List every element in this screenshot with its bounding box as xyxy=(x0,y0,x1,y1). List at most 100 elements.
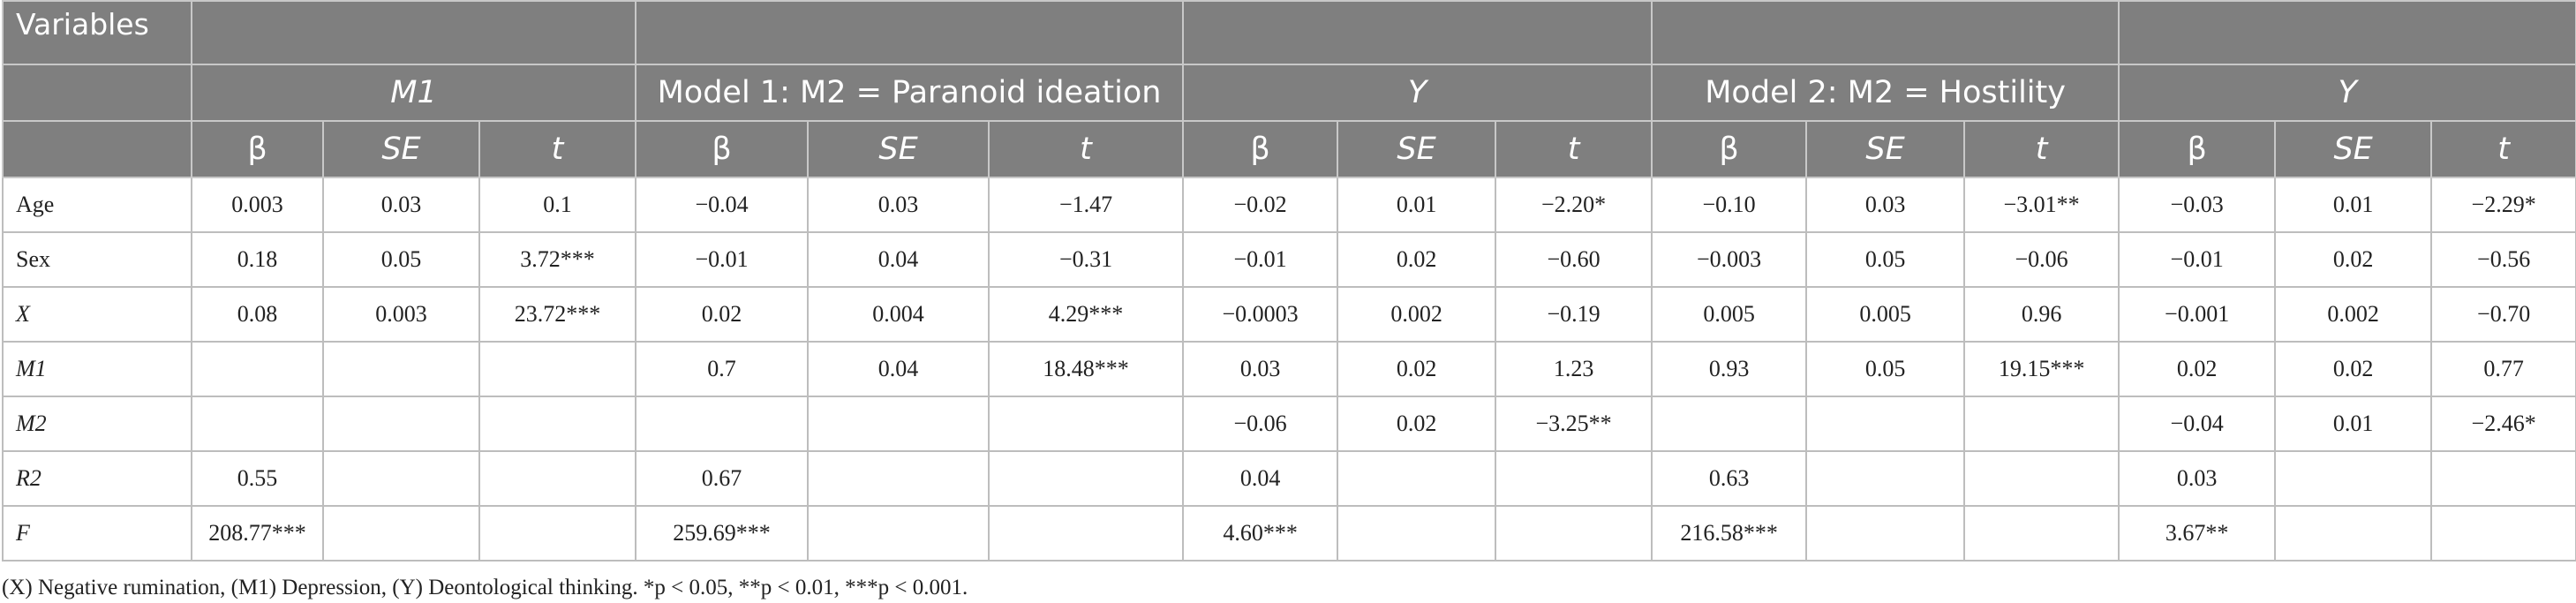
table-cell: 0.003 xyxy=(191,177,324,233)
table-cell xyxy=(191,341,324,397)
column-header: β xyxy=(2118,120,2277,178)
table-cell: −0.60 xyxy=(1495,231,1653,288)
table-cell xyxy=(2274,505,2433,562)
table-cell xyxy=(807,396,990,452)
table-cell: −0.19 xyxy=(1495,286,1653,343)
table-cell xyxy=(478,341,637,397)
table-cell: −0.06 xyxy=(1963,231,2120,288)
table-cell: 23.72*** xyxy=(478,286,637,343)
header-cell xyxy=(2118,0,2576,65)
header-row: M1 Model 1: M2 = Paranoid ideation Y Model … xyxy=(2,64,2576,122)
header-cell xyxy=(2,64,192,122)
table-cell: 0.05 xyxy=(322,231,480,288)
table-cell xyxy=(2430,505,2576,562)
column-header: β xyxy=(1182,120,1339,178)
group-header: Model 1: M2 = Paranoid ideation xyxy=(635,64,1185,122)
table-cell: 19.15*** xyxy=(1963,341,2120,397)
column-header: SE xyxy=(807,120,990,178)
table-row: M1 0.7 0.04 18.48*** 0.03 0.02 1.23 0.93 0.05 19.… xyxy=(2,341,2576,397)
table-cell: 0.003 xyxy=(322,286,480,343)
row-label: R2 xyxy=(2,450,192,507)
table-cell xyxy=(1495,505,1653,562)
table-cell: 0.02 xyxy=(1337,396,1497,452)
column-header: t xyxy=(2430,120,2576,178)
table-cell: 0.18 xyxy=(191,231,324,288)
table-row: Sex 0.18 0.05 3.72*** −0.01 0.04 −0.31 −0.01 0.0… xyxy=(2,231,2576,288)
table-cell xyxy=(322,505,480,562)
table-cell: 0.02 xyxy=(1337,341,1497,397)
table-cell: −0.003 xyxy=(1651,231,1808,288)
table-cell: 4.29*** xyxy=(988,286,1185,343)
table-cell: 0.05 xyxy=(1805,341,1966,397)
table-row: F 208.77*** 259.69*** 4.60*** 216.58*** 3.67*… xyxy=(2,505,2576,562)
row-label: Sex xyxy=(2,231,192,288)
table-cell: 0.93 xyxy=(1651,341,1808,397)
table-cell: 0.01 xyxy=(2274,396,2433,452)
column-header: SE xyxy=(1805,120,1966,178)
table-cell: 0.03 xyxy=(1182,341,1339,397)
table-cell: 0.67 xyxy=(635,450,810,507)
table-cell xyxy=(478,450,637,507)
table-cell: 0.002 xyxy=(1337,286,1497,343)
results-table: Variables M1 Model 1: M2 = Paranoid ideati… xyxy=(2,0,2576,562)
table-cell: 259.69*** xyxy=(635,505,810,562)
table-cell: 1.23 xyxy=(1495,341,1653,397)
table-cell: 0.02 xyxy=(2274,231,2433,288)
header-cell xyxy=(2,120,192,178)
table-cell: 0.08 xyxy=(191,286,324,343)
table-cell: 0.63 xyxy=(1651,450,1808,507)
table-cell xyxy=(2274,450,2433,507)
table-cell: 0.002 xyxy=(2274,286,2433,343)
header-cell xyxy=(1182,0,1653,65)
table-cell xyxy=(322,450,480,507)
table-cell: 208.77*** xyxy=(191,505,324,562)
group-header: Y xyxy=(2118,64,2576,122)
table-cell: 4.60*** xyxy=(1182,505,1339,562)
table-cell: −0.70 xyxy=(2430,286,2576,343)
table-cell: 0.04 xyxy=(1182,450,1339,507)
table-cell xyxy=(1963,396,2120,452)
table-cell: −0.03 xyxy=(2118,177,2277,233)
table-cell xyxy=(322,341,480,397)
table-cell xyxy=(322,396,480,452)
table-cell: −0.02 xyxy=(1182,177,1339,233)
column-header: t xyxy=(988,120,1185,178)
table-cell: −3.25** xyxy=(1495,396,1653,452)
table-cell xyxy=(807,450,990,507)
header-cell xyxy=(1651,0,2120,65)
table-cell xyxy=(988,505,1185,562)
column-header: t xyxy=(1495,120,1653,178)
table-cell: 0.01 xyxy=(2274,177,2433,233)
row-label: X xyxy=(2,286,192,343)
table-cell: 216.58*** xyxy=(1651,505,1808,562)
table-cell xyxy=(988,396,1185,452)
table-cell: −3.01** xyxy=(1963,177,2120,233)
header-cell xyxy=(190,0,637,65)
header-cell: Variables xyxy=(2,0,192,65)
table-cell xyxy=(635,396,810,452)
table-cell: −0.31 xyxy=(988,231,1185,288)
table-cell: −0.01 xyxy=(2118,231,2277,288)
table-cell xyxy=(988,450,1185,507)
group-header: Y xyxy=(1182,64,1653,122)
table-cell: −2.46* xyxy=(2430,396,2576,452)
table-cell xyxy=(1495,450,1653,507)
column-header: SE xyxy=(2274,120,2433,178)
table-cell: 3.67** xyxy=(2118,505,2277,562)
table-cell xyxy=(2430,450,2576,507)
table-cell: 0.03 xyxy=(807,177,990,233)
table-cell: 0.03 xyxy=(2118,450,2277,507)
column-header: SE xyxy=(322,120,480,178)
table-cell: 0.02 xyxy=(2274,341,2433,397)
table-cell: −0.56 xyxy=(2430,231,2576,288)
table-cell: 18.48*** xyxy=(988,341,1185,397)
table-cell xyxy=(191,396,324,452)
table-cell xyxy=(478,396,637,452)
table-cell xyxy=(1651,396,1808,452)
table-cell xyxy=(1337,450,1497,507)
table-cell: 0.005 xyxy=(1651,286,1808,343)
table-cell: −2.20* xyxy=(1495,177,1653,233)
footnote: (X) Negative rumination, (M1) Depression… xyxy=(2,576,968,599)
header-row: Variables xyxy=(2,0,2576,65)
